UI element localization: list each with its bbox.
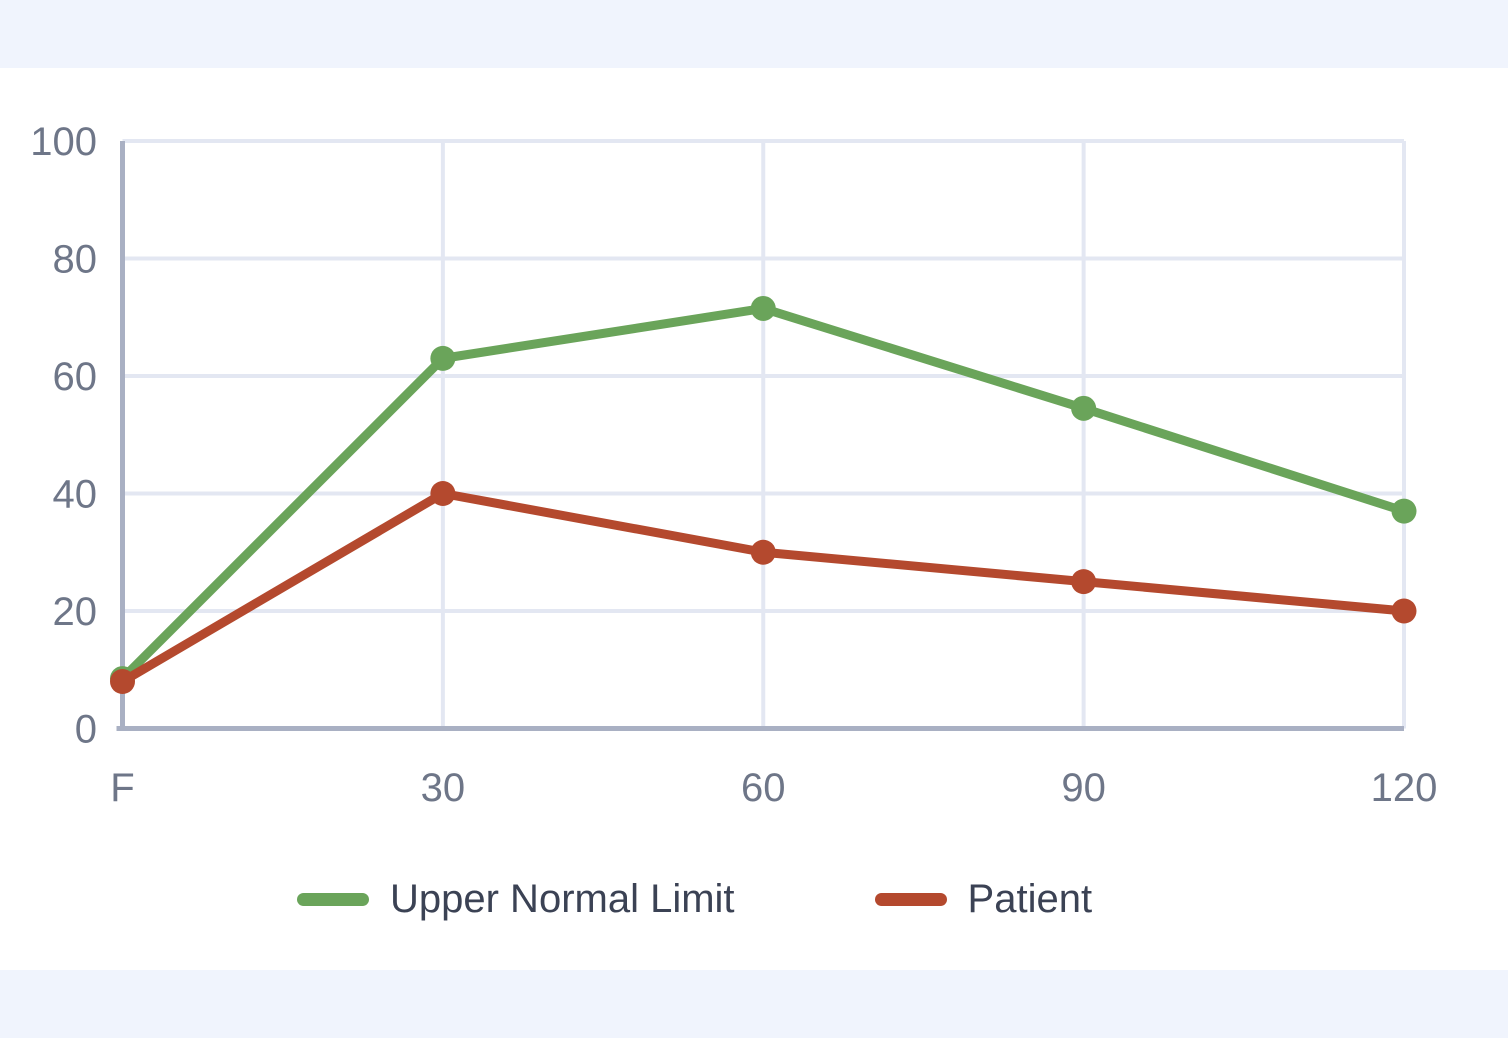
data-point-upper-normal-limit [750,295,776,321]
legend-label: Upper Normal Limit [390,877,735,921]
data-point-upper-normal-limit [430,345,456,371]
y-axis-label: 20 [53,590,98,634]
y-axis-label: 100 [30,120,97,164]
legend-label: Patient [967,877,1093,921]
y-axis-label: 80 [53,238,98,282]
data-point-patient [750,539,776,565]
chart-legend: Upper Normal Limit Patient [297,869,1092,929]
data-point-upper-normal-limit [1391,498,1417,524]
data-point-patient [1391,598,1417,624]
legend-swatch [874,892,947,906]
data-point-patient [1071,569,1097,595]
y-axis-label: 0 [75,708,97,752]
chart-canvas: 0 20 40 60 80 100 F 30 60 90 120 [30,120,1438,810]
y-axis-label: 40 [53,473,98,517]
x-axis-label: 90 [1061,766,1106,810]
x-axis-label: 60 [741,766,786,810]
legend-item-patient[interactable]: Patient [874,877,1093,921]
data-point-upper-normal-limit [1071,395,1097,421]
x-axis-label: 30 [421,766,466,810]
data-point-patient [430,481,456,506]
legend-swatch [297,892,369,906]
y-axis-label: 60 [53,355,98,399]
data-point-patient [110,669,135,694]
legend-item-upper-normal-limit[interactable]: Upper Normal Limit [297,879,735,919]
x-axis-label: 120 [1371,766,1438,810]
x-axis-label: F [110,766,134,810]
chart-area: 0 20 40 60 80 100 F 30 60 90 120 Upper Normal Limi… [0,68,1508,970]
top-background-band [0,0,1508,68]
bottom-background-band [0,970,1508,1038]
